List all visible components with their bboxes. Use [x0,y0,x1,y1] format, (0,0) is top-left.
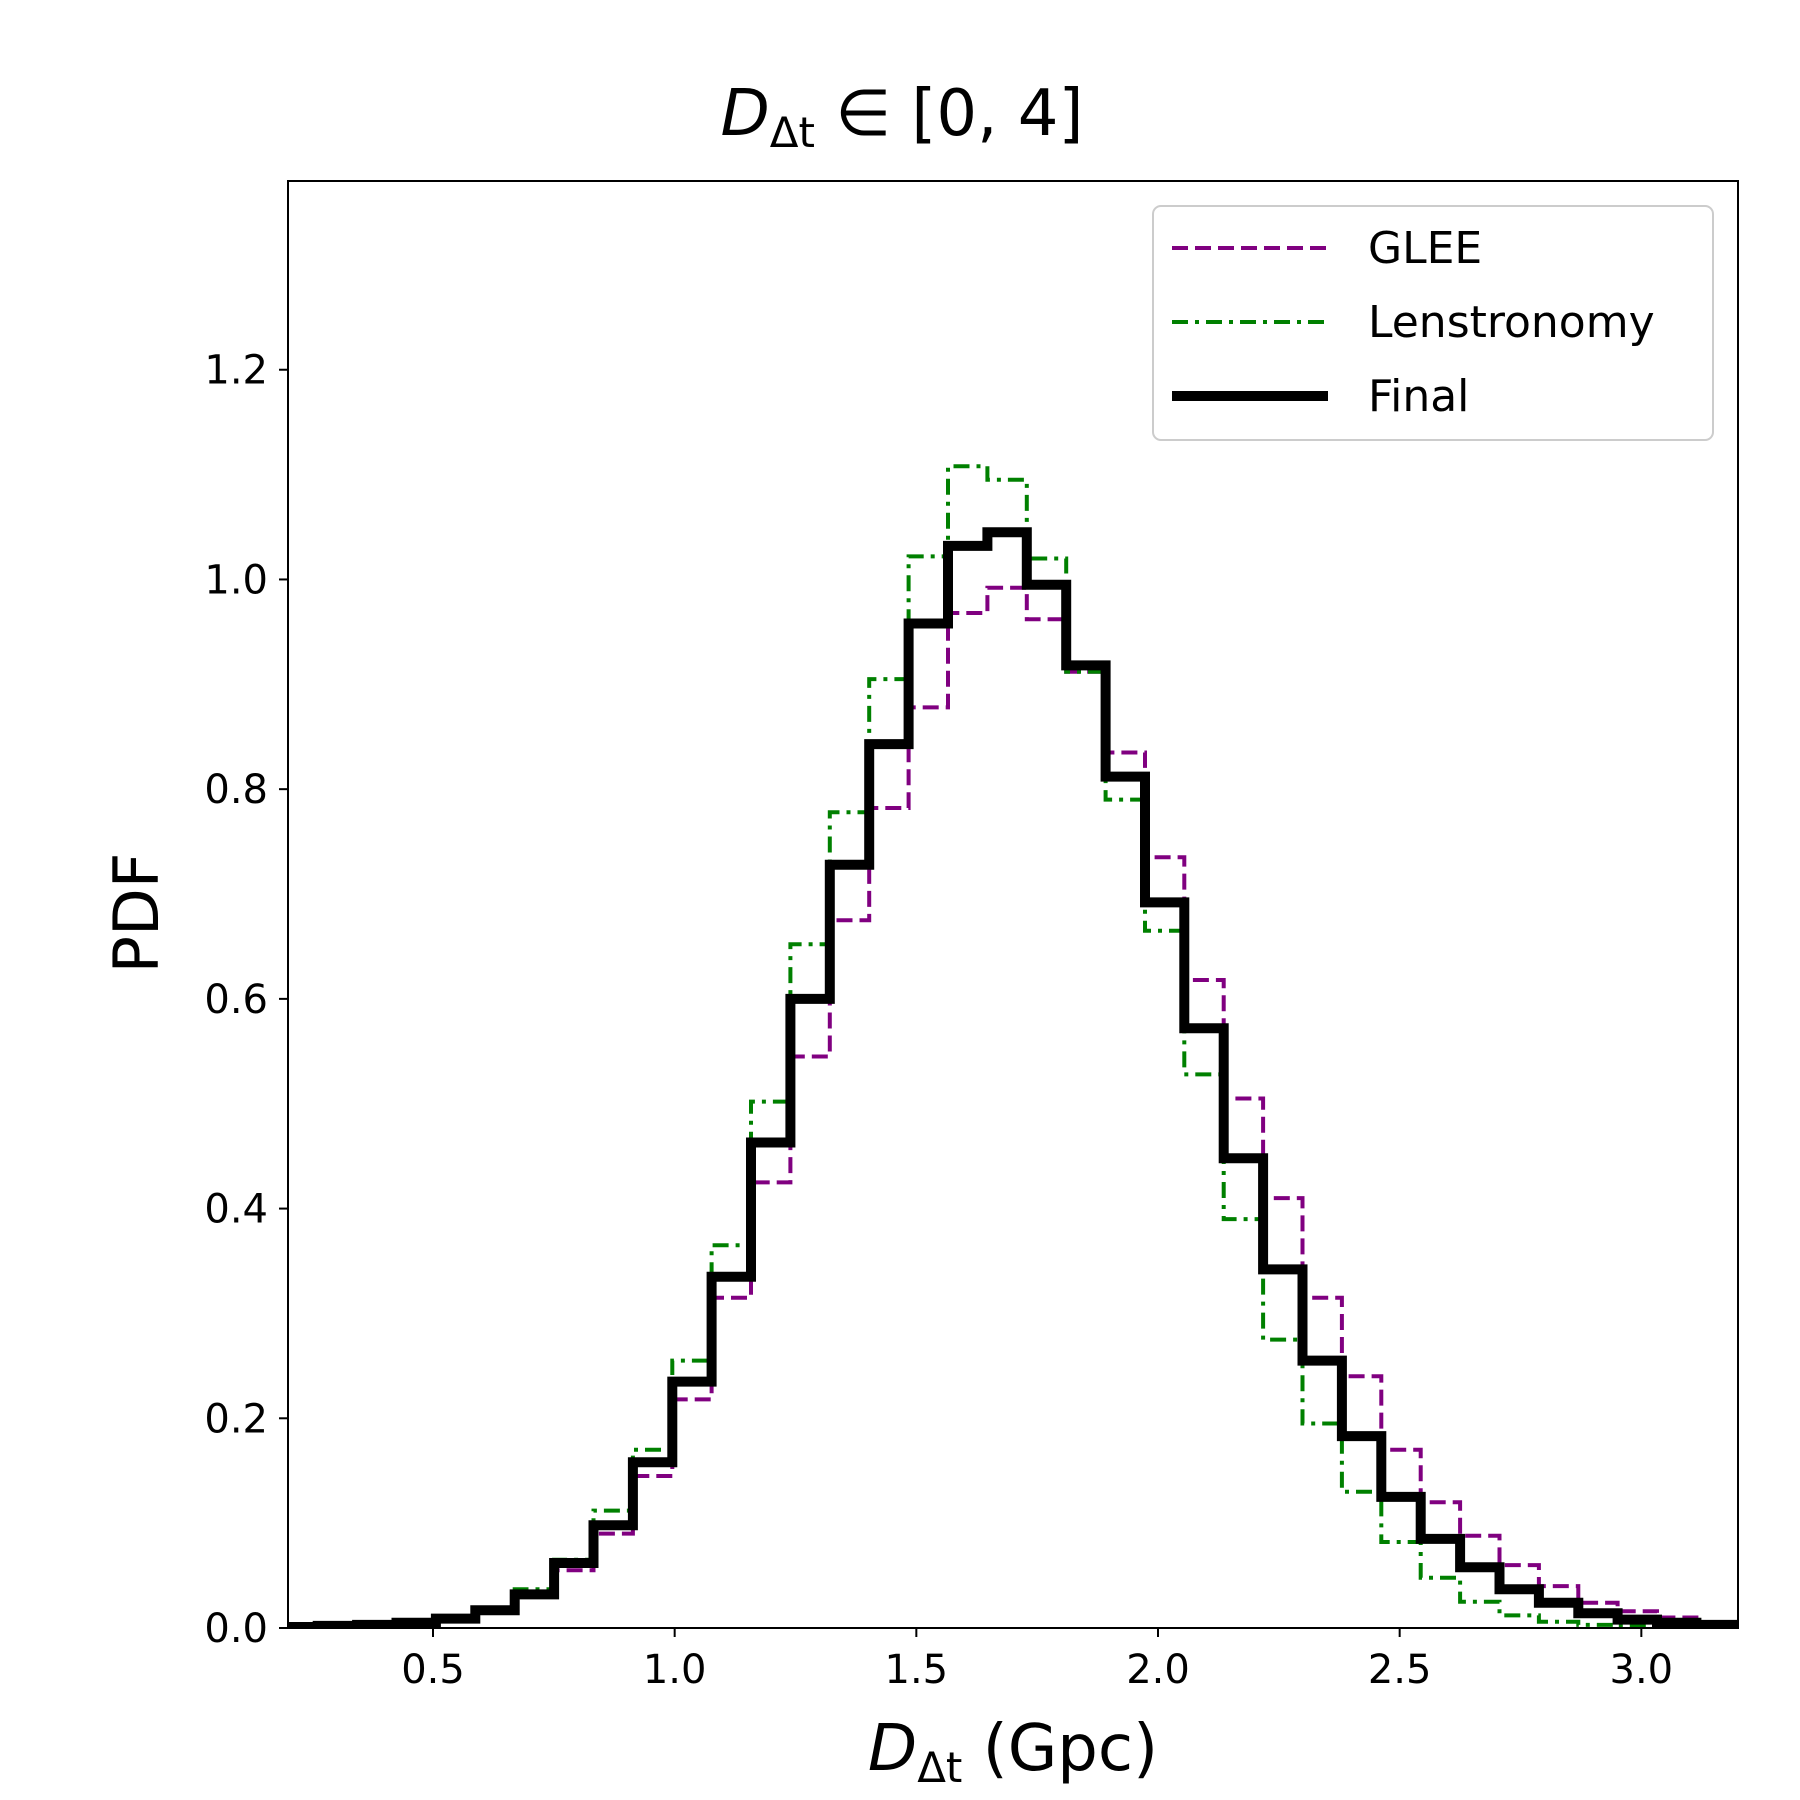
legend-label: Lenstronomy [1368,297,1655,348]
y-tick-label: 0.6 [204,977,268,1023]
title-rest: ∈ [0, 4] [815,77,1084,151]
y-tick-label: 0.8 [204,767,268,813]
legend-label: Final [1368,371,1469,422]
x-tick-label: 1.0 [643,1647,707,1693]
title-main: D [721,77,770,151]
x-tick-label: 0.5 [401,1647,465,1693]
series-lenstronomy [288,464,1738,1628]
axes-frame [287,180,1739,1629]
legend-entry-final: Final [1172,371,1469,422]
legend-label: GLEE [1368,223,1482,274]
legend-entries: GLEE Lenstronomy Final [1172,223,1655,422]
x-axis-label: DΔt (Gpc) [868,1712,1158,1792]
y-axis-label: PDF [100,853,173,974]
y-tick-label: 1.0 [204,557,268,603]
xlabel-subscript: Δt [917,1743,962,1792]
series-final [288,527,1738,1628]
x-tick-label: 2.5 [1368,1647,1432,1693]
legend-entry-glee: GLEE [1172,223,1482,274]
title-subscript: Δt [770,108,815,157]
chart-title: DΔt ∈ [0, 4] [721,77,1084,157]
series-line-lenstronomy [288,464,1738,1628]
x-tick-label: 1.5 [885,1647,949,1693]
x-tick-label: 3.0 [1610,1647,1674,1693]
series-line-final [288,527,1738,1628]
xlabel-rest: (Gpc) [962,1712,1158,1786]
xlabel-main: D [868,1712,917,1786]
y-axis-ticks: 0.0 0.2 0.4 0.6 0.8 1.0 1.2 [204,348,288,1652]
y-tick-label: 0.4 [204,1187,268,1233]
y-tick-label: 0.2 [204,1396,268,1442]
legend-entry-lenstronomy: Lenstronomy [1172,297,1655,348]
y-tick-label: 0.0 [204,1606,268,1652]
y-tick-label: 1.2 [204,348,268,394]
x-tick-label: 2.0 [1126,1647,1190,1693]
x-axis-ticks: 0.5 1.0 1.5 2.0 2.5 3.0 [401,1628,1673,1693]
legend-box [1152,205,1714,441]
series-layer [288,464,1738,1628]
legend: GLEE Lenstronomy Final [1152,205,1714,441]
plot-area [287,180,1739,1629]
